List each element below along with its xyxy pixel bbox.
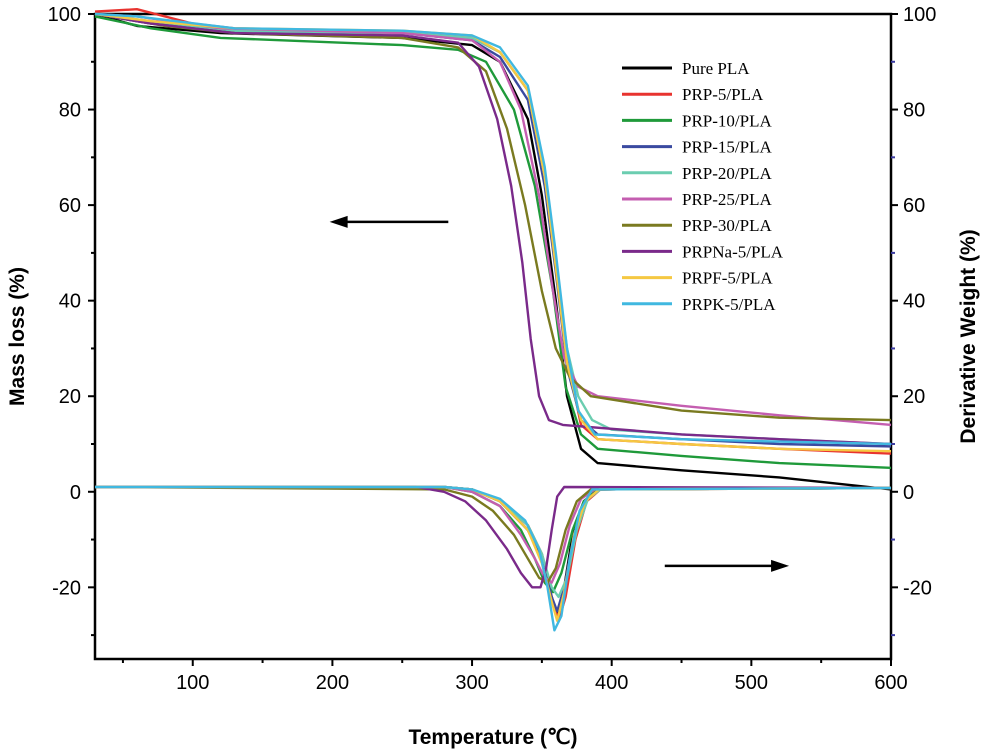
legend-label: PRP-25/PLA: [682, 190, 772, 209]
x-tick-label: 400: [595, 672, 628, 694]
series-dtg-line-7: [95, 485, 892, 589]
y-axis-left-title: Mass loss (%): [6, 267, 29, 406]
x-axis-title: Temperature (℃): [408, 726, 577, 749]
y-right-tick-label: 60: [903, 195, 925, 217]
legend-label: Pure PLA: [682, 59, 750, 78]
y-left-tick-label: 0: [70, 482, 81, 504]
legend-label: PRPK-5/PLA: [682, 295, 776, 314]
arrows-layer: [329, 215, 790, 572]
series-dtg-line-3: [95, 485, 892, 613]
y-left-tick-label: 100: [48, 4, 81, 26]
plot-area-frame: [93, 12, 893, 661]
legend-label: PRP-30/PLA: [682, 216, 772, 235]
y-right-tick-label: 40: [903, 291, 925, 313]
legend: Pure PLA PRP-5/PLA PRP-10/PLA PRP-15/PLA PRP…: [622, 59, 784, 314]
legend-label: PRPF-5/PLA: [682, 269, 773, 288]
legend-label: PRPNa-5/PLA: [682, 242, 784, 261]
series-tg-line-2: [94, 15, 892, 470]
ticks-layer: 100 200 300 400 500 600 -20 0 20 40 60 80 100 -20 0 20 4…: [48, 4, 937, 694]
series-dtg-line-9: [95, 485, 892, 632]
y-left-tick-label: -20: [52, 577, 81, 599]
legend-label: PRP-15/PLA: [682, 138, 772, 157]
legend-label: PRP-5/PLA: [682, 85, 764, 104]
x-tick-label: 300: [455, 672, 488, 694]
x-tick-label: 600: [874, 672, 907, 694]
series-dtg-line-0: [95, 485, 892, 615]
series-layer: [94, 7, 892, 632]
y-right-tick-label: 20: [903, 386, 925, 408]
arrow-head-right: [771, 559, 790, 572]
series-tg-line-7: [94, 12, 892, 446]
y-axis-right-title: Derivative Weight (%): [957, 229, 980, 443]
series-tg-line-9: [94, 12, 892, 446]
y-left-tick-label: 60: [59, 195, 81, 217]
legend-label: PRP-20/PLA: [682, 164, 772, 183]
y-right-tick-label: 0: [903, 482, 914, 504]
series-dtg-line-6: [94, 485, 892, 584]
legend-label: PRP-10/PLA: [682, 111, 772, 130]
y-left-tick-label: 20: [59, 386, 81, 408]
y-right-tick-label: -20: [903, 577, 932, 599]
series-dtg-line-8: [95, 485, 892, 622]
x-tick-label: 200: [316, 672, 349, 694]
y-left-tick-label: 80: [59, 100, 81, 122]
x-tick-label: 100: [176, 672, 209, 694]
plot-frame: [93, 12, 893, 661]
y-right-tick-label: 100: [903, 4, 936, 26]
x-tick-label: 500: [735, 672, 768, 694]
arrow-head-left: [329, 215, 348, 228]
series-dtg-line-1: [95, 485, 892, 622]
y-right-tick-label: 80: [903, 100, 925, 122]
y-left-tick-label: 40: [59, 291, 81, 313]
